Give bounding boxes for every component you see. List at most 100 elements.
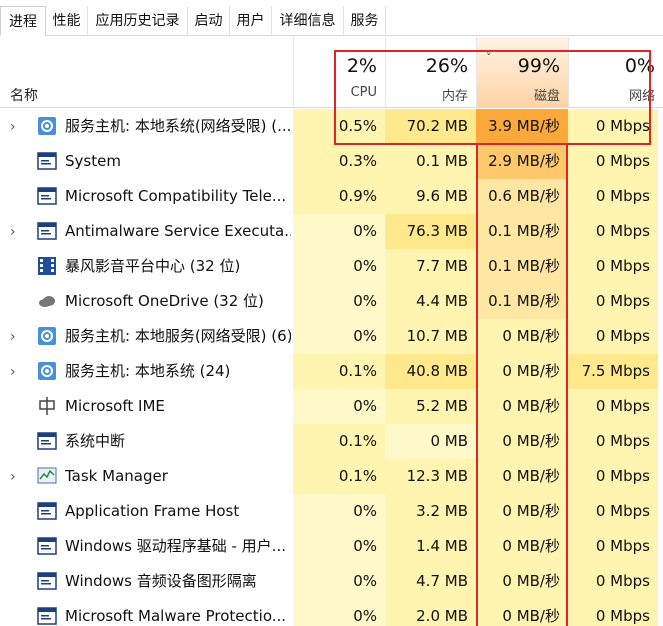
network-cell: 0 Mbps — [568, 179, 658, 214]
memory-label: 内存 — [441, 89, 468, 104]
network-cell: 0 Mbps — [568, 494, 658, 529]
task-manager-icon — [37, 467, 57, 485]
table-row[interactable]: › 服务主机: 本地系统(网络受限) (... 0.5% 70.2 MB 3.9 MB/… — [0, 109, 663, 144]
gear-icon — [37, 362, 57, 380]
network-cell: 0 Mbps — [568, 529, 658, 564]
table-row[interactable]: › Task Manager 0.1% 12.3 MB 0 MB/秒 0 Mbps — [0, 459, 663, 494]
disk-cell: 0.6 MB/秒 — [476, 179, 568, 214]
window-icon — [37, 152, 57, 170]
table-row[interactable]: 暴风影音平台中心 (32 位) 0% 7.7 MB 0.1 MB/秒 0 Mbps — [0, 249, 663, 284]
memory-cell: 9.6 MB — [385, 179, 476, 214]
cloud-icon — [37, 292, 57, 310]
process-name: Windows 驱动程序基础 - 用户... — [65, 537, 286, 555]
table-row[interactable]: Microsoft IME 0% 5.2 MB 0 MB/秒 0 Mbps — [0, 389, 663, 424]
column-header: 名称 2% CPU 26% 内存 ˅ 99% 磁盘 0% 网络 — [0, 37, 663, 108]
memory-cell: 0 MB — [385, 424, 476, 459]
table-row[interactable]: Microsoft OneDrive (32 位) 0% 4.4 MB 0.1 MB/… — [0, 284, 663, 319]
network-column-header[interactable]: 0% 网络 — [568, 37, 663, 107]
process-name: Microsoft IME — [65, 397, 165, 415]
expand-chevron-icon[interactable]: › — [10, 329, 16, 345]
memory-cell: 40.8 MB — [385, 354, 476, 389]
process-name: 暴风影音平台中心 (32 位) — [65, 257, 241, 275]
tab-processes[interactable]: 进程 — [0, 6, 46, 36]
network-cell: 0 Mbps — [568, 109, 658, 144]
process-name: Microsoft Compatibility Tele... — [65, 187, 287, 205]
disk-cell: 0.1 MB/秒 — [476, 249, 568, 284]
tab-app-history[interactable]: 应用历史记录 — [88, 6, 188, 36]
disk-cell: 0 MB/秒 — [476, 459, 568, 494]
tab-users[interactable]: 用户 — [230, 6, 272, 36]
tab-startup[interactable]: 启动 — [188, 6, 230, 36]
table-row[interactable]: › Antimalware Service Executa... 0% 76.3 MB… — [0, 214, 663, 249]
cpu-cell: 0.3% — [293, 144, 385, 179]
network-cell: 0 Mbps — [568, 599, 658, 626]
memory-cell: 76.3 MB — [385, 214, 476, 249]
tab-performance[interactable]: 性能 — [46, 6, 88, 36]
cpu-cell: 0.1% — [293, 459, 385, 494]
expand-chevron-icon[interactable]: › — [10, 469, 16, 485]
ime-icon — [37, 397, 57, 415]
network-cell: 0 Mbps — [568, 319, 658, 354]
process-name: Microsoft Malware Protectio... — [65, 607, 287, 625]
gear-icon — [37, 327, 57, 345]
table-row[interactable]: Microsoft Malware Protectio... 0% 2.0 MB 0 … — [0, 599, 663, 626]
memory-column-header[interactable]: 26% 内存 — [385, 37, 476, 107]
cpu-cell: 0.5% — [293, 109, 385, 144]
disk-column-header[interactable]: ˅ 99% 磁盘 — [476, 37, 568, 107]
table-row[interactable]: › 服务主机: 本地系统 (24) 0.1% 40.8 MB 0 MB/秒 7.5 Mbp… — [0, 354, 663, 389]
process-name: Antimalware Service Executa... — [65, 222, 291, 240]
window-icon — [37, 187, 57, 205]
cpu-cell: 0.1% — [293, 424, 385, 459]
process-name: 服务主机: 本地系统(网络受限) (... — [65, 117, 291, 135]
table-row[interactable]: Windows 驱动程序基础 - 用户... 0% 1.4 MB 0 MB/秒 0 Mb… — [0, 529, 663, 564]
film-icon — [37, 257, 57, 275]
expand-chevron-icon[interactable]: › — [10, 364, 16, 380]
table-row[interactable]: Microsoft Compatibility Tele... 0.9% 9.6 M… — [0, 179, 663, 214]
memory-cell: 70.2 MB — [385, 109, 476, 144]
cpu-cell: 0% — [293, 284, 385, 319]
memory-cell: 5.2 MB — [385, 389, 476, 424]
memory-cell: 1.4 MB — [385, 529, 476, 564]
memory-cell: 3.2 MB — [385, 494, 476, 529]
network-total: 0% — [624, 55, 655, 77]
disk-cell: 0 MB/秒 — [476, 389, 568, 424]
process-name: System — [65, 152, 121, 170]
expand-chevron-icon[interactable]: › — [10, 224, 16, 240]
network-cell: 0 Mbps — [568, 144, 658, 179]
name-column-header[interactable]: 名称 — [10, 88, 38, 104]
table-row[interactable]: Application Frame Host 0% 3.2 MB 0 MB/秒 0 Mb… — [0, 494, 663, 529]
disk-total: 99% — [517, 55, 560, 77]
process-name: 服务主机: 本地服务(网络受限) (6) — [65, 327, 291, 345]
window-icon — [37, 607, 57, 625]
table-row[interactable]: System 0.3% 0.1 MB 2.9 MB/秒 0 Mbps — [0, 144, 663, 179]
network-cell: 0 Mbps — [568, 249, 658, 284]
network-cell: 0 Mbps — [568, 424, 658, 459]
cpu-cell: 0% — [293, 599, 385, 626]
cpu-cell: 0.1% — [293, 354, 385, 389]
cpu-column-header[interactable]: 2% CPU — [293, 37, 385, 107]
window-icon — [37, 222, 57, 240]
network-cell: 0 Mbps — [568, 389, 658, 424]
cpu-cell: 0% — [293, 529, 385, 564]
memory-total: 26% — [425, 55, 468, 77]
cpu-label: CPU — [350, 85, 377, 100]
disk-cell: 0 MB/秒 — [476, 529, 568, 564]
cpu-total: 2% — [346, 55, 377, 77]
disk-cell: 0 MB/秒 — [476, 424, 568, 459]
tab-details[interactable]: 详细信息 — [272, 6, 344, 36]
process-name: Application Frame Host — [65, 502, 240, 520]
cpu-cell: 0% — [293, 214, 385, 249]
table-row[interactable]: Windows 音频设备图形隔离 0% 4.7 MB 0 MB/秒 0 Mbps — [0, 564, 663, 599]
process-name: Windows 音频设备图形隔离 — [65, 572, 257, 590]
table-row[interactable]: 系统中断 0.1% 0 MB 0 MB/秒 0 Mbps — [0, 424, 663, 459]
cpu-cell: 0% — [293, 494, 385, 529]
memory-cell: 4.7 MB — [385, 564, 476, 599]
network-cell: 0 Mbps — [568, 214, 658, 249]
tab-services[interactable]: 服务 — [344, 6, 386, 36]
table-row[interactable]: › 服务主机: 本地服务(网络受限) (6) 0% 10.7 MB 0 MB/秒 0 Mb… — [0, 319, 663, 354]
process-name: Microsoft OneDrive (32 位) — [65, 292, 264, 310]
window-icon — [37, 502, 57, 520]
window-icon — [37, 572, 57, 590]
disk-cell: 0.1 MB/秒 — [476, 214, 568, 249]
expand-chevron-icon[interactable]: › — [10, 119, 16, 135]
